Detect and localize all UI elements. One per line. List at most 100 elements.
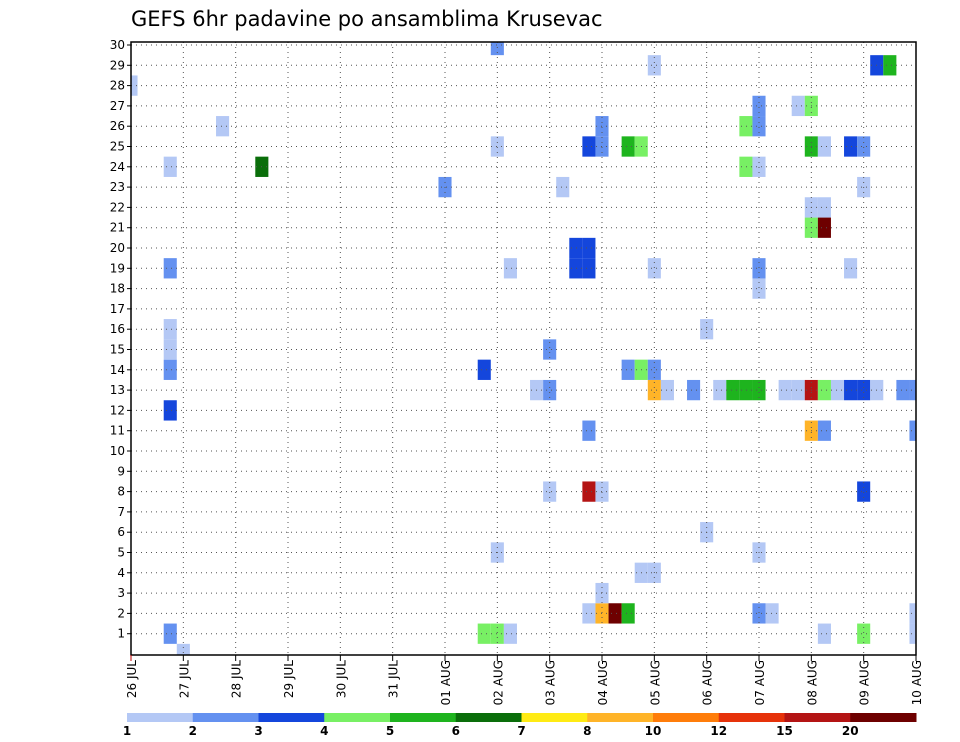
- heatmap-cell: [896, 379, 910, 401]
- heatmap-cell: [857, 623, 871, 644]
- x-tick-label: 09 AUG: [858, 660, 872, 705]
- y-tick-label: 15: [110, 343, 125, 357]
- colorbar-segment: [127, 713, 194, 722]
- heatmap-cell: [817, 623, 831, 644]
- heatmap-cell: [817, 197, 831, 218]
- colorbar-segment: [192, 713, 259, 722]
- heatmap-cell: [582, 603, 596, 624]
- colorbar-segment: [390, 713, 457, 722]
- heatmap-cell: [569, 237, 583, 259]
- heatmap-cell: [817, 217, 831, 238]
- heatmap-cell: [163, 359, 177, 380]
- heatmap-cell: [817, 420, 831, 441]
- heatmap-cell: [647, 379, 661, 401]
- heatmap-cell: [791, 379, 805, 401]
- heatmap-cell: [582, 136, 596, 157]
- heatmap-cell: [817, 379, 831, 401]
- y-tick-label: 12: [110, 403, 125, 417]
- heatmap-cell: [752, 258, 766, 279]
- colorbar-label: 6: [452, 724, 460, 738]
- heatmap-cell: [608, 603, 622, 624]
- heatmap-cell: [857, 379, 871, 401]
- x-tick-label: 10 AUG: [910, 660, 924, 705]
- heatmap-cell: [647, 359, 661, 380]
- y-tick-label: 16: [110, 322, 125, 336]
- heatmap-cell: [739, 156, 753, 177]
- heatmap-cell: [752, 603, 766, 624]
- y-tick-label: 26: [110, 119, 125, 133]
- y-tick-label: 11: [110, 424, 125, 438]
- heatmap-cell: [477, 623, 491, 644]
- heatmap-cell: [830, 379, 845, 401]
- colorbar-segment: [653, 713, 720, 722]
- heatmap-cell: [543, 481, 557, 502]
- heatmap-cell: [556, 176, 570, 198]
- x-axis: 26 JUL 27 JUL 28 JUL 29 JUL 30 JUL 31 JUL 01 A…: [125, 655, 924, 705]
- heatmap-cell: [739, 116, 753, 137]
- heatmap-cell: [543, 379, 557, 401]
- y-tick-label: 28: [110, 79, 125, 93]
- heatmap-cell: [909, 603, 916, 624]
- y-tick-label: 17: [110, 302, 125, 316]
- heatmap-cell: [490, 136, 504, 157]
- heatmap-cell: [909, 379, 916, 401]
- y-tick-label: 27: [110, 99, 125, 113]
- x-tick-label: 04 AUG: [596, 660, 610, 705]
- heatmap-cell: [909, 420, 916, 441]
- heatmap-cell: [817, 136, 831, 157]
- heatmap-cell: [752, 379, 766, 401]
- heatmap-cell: [582, 420, 596, 441]
- colorbar-segment: [784, 713, 851, 722]
- colorbar-label: 15: [776, 724, 793, 738]
- y-tick-label: 18: [110, 282, 125, 296]
- colorbar-label: 5: [386, 724, 394, 738]
- heatmap-cell: [621, 359, 635, 380]
- colorbar-segment: [850, 713, 917, 722]
- heatmap-cell: [582, 258, 596, 279]
- colorbar-segment: [324, 713, 391, 722]
- y-tick-label: 1: [117, 627, 125, 641]
- heatmap-cell: [857, 481, 871, 502]
- y-tick-label: 10: [110, 444, 125, 458]
- x-tick-label: 31 JUL: [387, 660, 401, 698]
- heatmap-cell: [647, 55, 661, 76]
- heatmap-cell: [503, 623, 517, 644]
- colorbar-label: 10: [645, 724, 662, 738]
- heatmap-cell: [739, 379, 753, 401]
- heatmap-cell: [163, 400, 177, 421]
- x-tick-label: 06 AUG: [701, 660, 715, 705]
- heatmap-cell: [752, 116, 766, 137]
- heatmap-cell: [844, 258, 858, 279]
- heatmap-cells: [131, 42, 916, 655]
- heatmap-cell: [490, 623, 504, 644]
- y-tick-label: 24: [110, 160, 125, 174]
- colorbar-segment: [455, 713, 522, 722]
- heatmap-cell: [216, 116, 230, 137]
- colorbar-label: 7: [517, 724, 525, 738]
- chart-title: GEFS 6hr padavine po ansamblima Krusevac: [131, 7, 603, 31]
- heatmap-cell: [163, 319, 177, 340]
- y-tick-label: 13: [110, 383, 125, 397]
- colorbar-segment: [258, 713, 325, 722]
- colorbar-label: 12: [710, 724, 727, 738]
- y-tick-label: 8: [117, 485, 125, 499]
- heatmap-cell: [131, 75, 138, 96]
- heatmap-cell: [163, 339, 177, 360]
- heatmap-cell: [857, 136, 871, 157]
- x-tick-label: 08 AUG: [805, 660, 819, 705]
- colorbar-segment: [718, 713, 785, 722]
- y-tick-label: 2: [117, 606, 125, 620]
- heatmap-cell: [163, 156, 177, 177]
- x-tick-label: 28 JUL: [230, 660, 244, 698]
- x-tick-label: 30 JUL: [334, 660, 348, 698]
- y-tick-label: 3: [117, 586, 125, 600]
- y-tick-label: 25: [110, 140, 125, 154]
- x-tick-label: 27 JUL: [177, 660, 191, 698]
- y-tick-label: 20: [110, 241, 125, 255]
- heatmap-cell: [883, 55, 897, 76]
- heatmap-cell: [163, 258, 177, 279]
- y-tick-label: 30: [110, 38, 125, 52]
- x-tick-label: 03 AUG: [544, 660, 558, 705]
- heatmap-cell: [477, 359, 491, 380]
- y-tick-label: 29: [110, 58, 125, 72]
